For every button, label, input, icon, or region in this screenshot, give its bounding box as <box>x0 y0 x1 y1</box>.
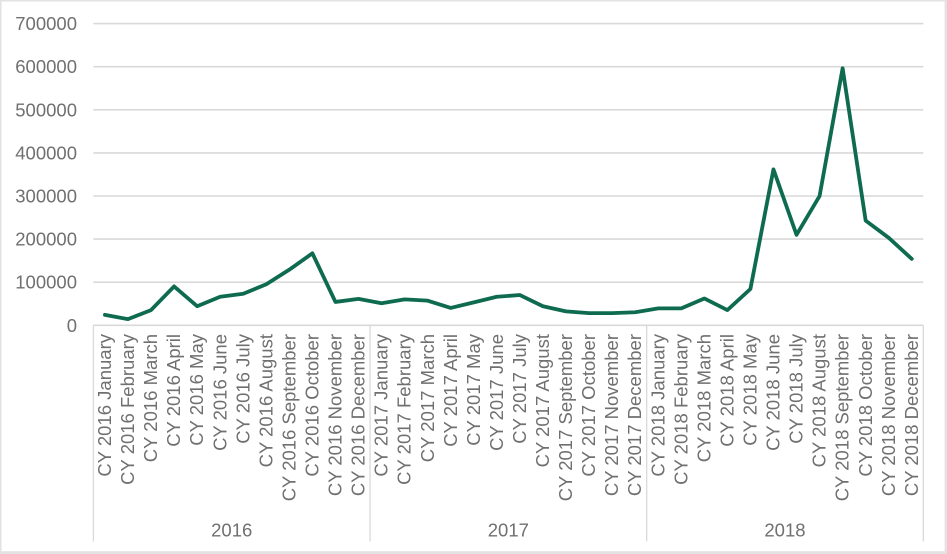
svg-text:CY 2018 August: CY 2018 August <box>809 334 830 467</box>
svg-text:CY 2018 November: CY 2018 November <box>878 334 899 496</box>
svg-text:CY 2016 May: CY 2016 May <box>186 333 207 445</box>
svg-text:700000: 700000 <box>15 13 77 34</box>
svg-text:CY 2018 December: CY 2018 December <box>901 334 922 496</box>
svg-text:CY 2018 April: CY 2018 April <box>716 334 737 447</box>
svg-text:CY 2017 November: CY 2017 November <box>601 334 622 496</box>
svg-text:CY 2017 April: CY 2017 April <box>440 334 461 447</box>
svg-text:CY 2016 December: CY 2016 December <box>348 334 369 496</box>
svg-text:CY 2018 September: CY 2018 September <box>832 334 853 501</box>
svg-text:CY 2016 September: CY 2016 September <box>278 334 299 501</box>
svg-text:0: 0 <box>67 315 77 336</box>
svg-text:400000: 400000 <box>15 142 77 163</box>
svg-text:CY 2016 April: CY 2016 April <box>163 334 184 447</box>
svg-text:CY 2017 January: CY 2017 January <box>371 333 392 476</box>
svg-text:500000: 500000 <box>15 99 77 120</box>
svg-text:CY 2018 March: CY 2018 March <box>693 334 714 462</box>
svg-text:CY 2017 February: CY 2017 February <box>394 333 415 485</box>
svg-text:200000: 200000 <box>15 229 77 250</box>
svg-text:CY 2018 October: CY 2018 October <box>855 334 876 477</box>
svg-text:CY 2017 June: CY 2017 June <box>486 334 507 451</box>
svg-text:300000: 300000 <box>15 186 77 207</box>
svg-text:CY 2016 October: CY 2016 October <box>302 334 323 477</box>
svg-text:CY 2016 August: CY 2016 August <box>255 334 276 467</box>
svg-text:CY 2017 October: CY 2017 October <box>578 334 599 477</box>
svg-text:2016: 2016 <box>211 520 252 541</box>
svg-text:CY 2017 July: CY 2017 July <box>509 333 530 443</box>
svg-text:CY 2018 February: CY 2018 February <box>670 333 691 485</box>
svg-text:CY 2016 February: CY 2016 February <box>117 333 138 485</box>
svg-text:CY 2018 June: CY 2018 June <box>763 334 784 451</box>
svg-text:CY 2018 July: CY 2018 July <box>786 333 807 443</box>
svg-text:2018: 2018 <box>764 520 805 541</box>
svg-text:100000: 100000 <box>15 272 77 293</box>
svg-text:CY 2016 November: CY 2016 November <box>325 334 346 496</box>
svg-text:CY 2017 August: CY 2017 August <box>532 334 553 467</box>
svg-text:CY 2017 May: CY 2017 May <box>463 333 484 445</box>
svg-text:CY 2016 July: CY 2016 July <box>232 333 253 443</box>
svg-text:2017: 2017 <box>488 520 529 541</box>
svg-text:CY 2017 December: CY 2017 December <box>624 334 645 496</box>
svg-text:CY 2018 January: CY 2018 January <box>647 333 668 476</box>
svg-text:CY 2016 January: CY 2016 January <box>94 333 115 476</box>
svg-text:CY 2017 September: CY 2017 September <box>555 334 576 501</box>
svg-text:CY 2016 June: CY 2016 June <box>209 334 230 451</box>
svg-text:CY 2016 March: CY 2016 March <box>140 334 161 462</box>
svg-text:600000: 600000 <box>15 56 77 77</box>
svg-text:CY 2018 May: CY 2018 May <box>740 333 761 445</box>
svg-text:CY 2017 March: CY 2017 March <box>417 334 438 462</box>
